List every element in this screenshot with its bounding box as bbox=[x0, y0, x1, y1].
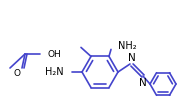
Text: H₂N: H₂N bbox=[45, 67, 64, 77]
Text: OH: OH bbox=[48, 50, 62, 58]
Text: O: O bbox=[13, 68, 20, 77]
Text: NH₂: NH₂ bbox=[118, 41, 137, 51]
Text: N: N bbox=[139, 78, 147, 88]
Text: N: N bbox=[128, 53, 136, 63]
